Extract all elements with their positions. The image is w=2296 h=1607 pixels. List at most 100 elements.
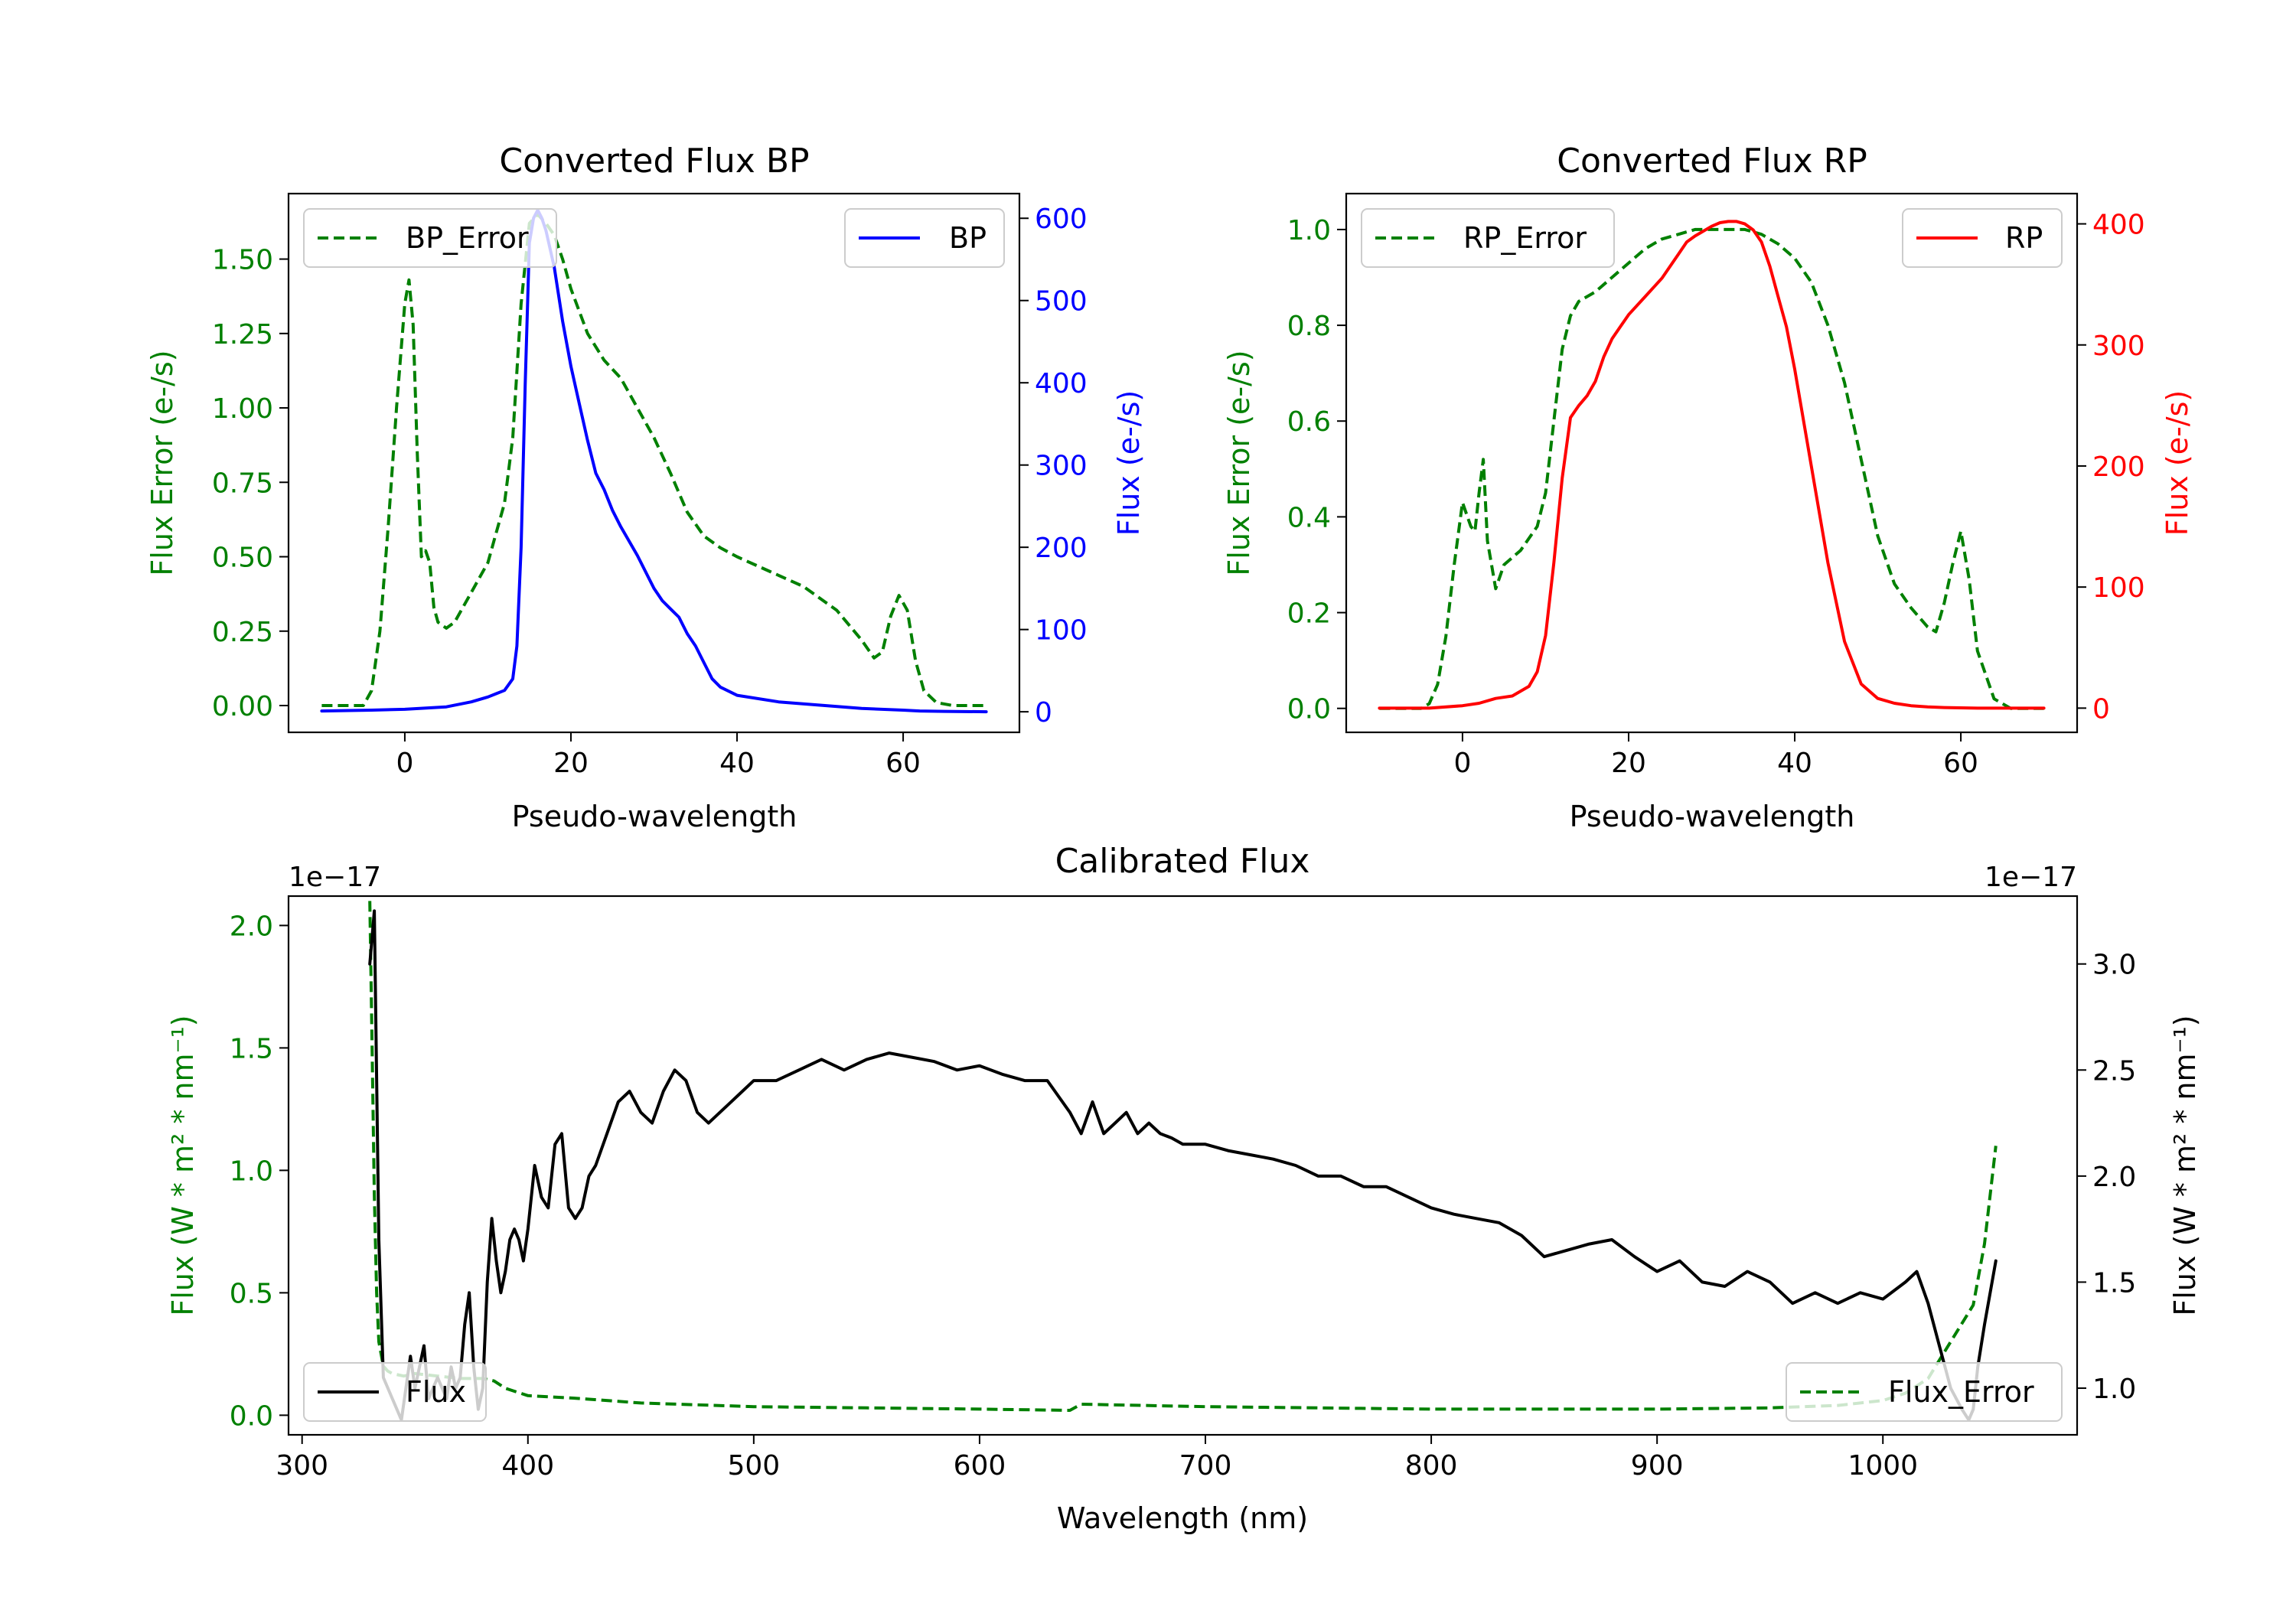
x-tick-label: 600 xyxy=(954,1450,1006,1482)
x-axis-label: Pseudo-wavelength xyxy=(512,800,797,833)
x-tick-label: 20 xyxy=(553,748,589,779)
legend-right-box xyxy=(844,208,1005,268)
left-tick-label: 1.0 xyxy=(1287,215,1331,246)
right-tick-label: 1.5 xyxy=(2092,1267,2136,1299)
legend-right-box xyxy=(1786,1362,2063,1422)
chart-bp: Converted Flux BP 0 20 40 60 0.000.250.500.… xyxy=(145,142,1146,833)
right-tick-label: 3.0 xyxy=(2092,950,2136,981)
right-tick-label: 300 xyxy=(2092,331,2145,362)
series-layer xyxy=(1378,220,2046,710)
left-tick-label: 1.00 xyxy=(212,393,273,425)
left-tick-label: 0.6 xyxy=(1287,406,1331,438)
right-tick-label: 2.5 xyxy=(2092,1055,2136,1087)
right-tick-label: 2.0 xyxy=(2092,1162,2136,1193)
legend-left: BP_Error xyxy=(303,208,557,268)
right-tick-label: 300 xyxy=(1035,451,1088,482)
x-tick-label: 0 xyxy=(396,748,413,779)
left-tick-label: 1.25 xyxy=(212,319,273,350)
x-tick-label: 60 xyxy=(885,748,921,779)
legend-right-label: RP xyxy=(2005,221,2043,255)
x-axis-label: Wavelength (nm) xyxy=(1057,1501,1308,1535)
series-line-bp xyxy=(320,208,988,714)
chart-rp: Converted Flux RP 0 20 40 60 0.00.20.40.60.… xyxy=(1222,142,2194,833)
x-tick-label: 900 xyxy=(1631,1450,1684,1482)
x-tick-label: 300 xyxy=(276,1450,328,1482)
plot-frame xyxy=(287,895,2079,1436)
legend-right: Flux_Error xyxy=(1786,1362,2063,1422)
left-tick-label: 1.5 xyxy=(230,1033,273,1064)
x-tick-label: 400 xyxy=(501,1450,554,1482)
left-tick-label: 0.00 xyxy=(212,691,273,722)
right-tick-label: 500 xyxy=(1035,286,1088,318)
left-axis-label: Flux (W * m² * nm⁻¹) xyxy=(166,1015,200,1315)
left-axis-label: Flux Error (e-/s) xyxy=(1222,350,1256,575)
legend-left-label: RP_Error xyxy=(1463,221,1587,255)
legend-left: Flux xyxy=(303,1362,487,1422)
legend-right-label: Flux_Error xyxy=(1888,1375,2034,1409)
right-y-ticks: 1.0 1.5 2.0 2.5 3.0 xyxy=(2077,950,2136,1405)
series-line-bp-error xyxy=(321,213,987,707)
left-tick-label: 0.75 xyxy=(212,468,273,499)
right-tick-label: 100 xyxy=(2092,572,2145,604)
left-tick-label: 0.5 xyxy=(230,1278,273,1309)
legend-right-box xyxy=(1902,208,2063,268)
right-tick-label: 600 xyxy=(1035,204,1088,235)
plot-frame xyxy=(1345,192,2079,734)
left-tick-label: 2.0 xyxy=(230,911,273,942)
left-tick-label: 0.25 xyxy=(212,617,273,648)
right-y-ticks: 0 100 200 300 400 xyxy=(2077,210,2145,725)
left-y-ticks: 0.0 0.2 0.4 0.6 0.8 1.0 xyxy=(1287,215,1346,725)
right-axis-label: Flux (W * m² * nm⁻¹) xyxy=(2168,1015,2202,1315)
series-line-rp xyxy=(1378,220,2046,710)
left-tick-label: 0.0 xyxy=(1287,694,1331,725)
left-axis-label: Flux Error (e-/s) xyxy=(145,350,179,575)
plot-frame xyxy=(287,192,1021,734)
x-ticks: 300 400 500 600 700 800 900 1000 xyxy=(276,1435,1918,1482)
x-tick-label: 1000 xyxy=(1848,1450,1918,1482)
legend-left-label: Flux xyxy=(406,1375,466,1409)
legend-right: BP xyxy=(844,208,1005,268)
right-tick-label: 400 xyxy=(2092,210,2145,241)
right-y-ticks: 0 100 200 300 400 500 600 xyxy=(1019,204,1088,729)
x-ticks: 0 20 40 60 xyxy=(396,732,921,779)
legend-right-label: BP xyxy=(949,221,987,255)
x-axis-label: Pseudo-wavelength xyxy=(1570,800,1855,833)
x-tick-label: 40 xyxy=(719,748,755,779)
x-tick-label: 20 xyxy=(1611,748,1646,779)
chart-title: Converted Flux RP xyxy=(1557,142,1867,181)
x-tick-label: 800 xyxy=(1405,1450,1458,1482)
chart-title: Converted Flux BP xyxy=(499,142,809,181)
x-tick-label: 60 xyxy=(1943,748,1978,779)
right-tick-label: 400 xyxy=(1035,368,1088,399)
right-offset-text: 1e−17 xyxy=(1985,862,2077,893)
right-axis-label: Flux (e-/s) xyxy=(1112,390,1146,536)
left-offset-text: 1e−17 xyxy=(289,862,381,893)
x-tick-label: 0 xyxy=(1453,748,1471,779)
left-y-ticks: 0.00 0.25 0.50 0.75 1.00 1.25 1.50 xyxy=(212,245,289,722)
right-tick-label: 100 xyxy=(1035,615,1088,647)
legend-left-label: BP_Error xyxy=(406,221,529,255)
legend-right: RP xyxy=(1902,208,2063,268)
x-ticks: 0 20 40 60 xyxy=(1453,732,1978,779)
right-tick-label: 0 xyxy=(1035,697,1052,729)
left-y-ticks: 0.0 0.5 1.0 1.5 2.0 xyxy=(230,911,289,1432)
legend-left-box xyxy=(303,208,557,268)
legend-left-box xyxy=(303,1362,487,1422)
left-tick-label: 0.4 xyxy=(1287,502,1331,533)
series-layer xyxy=(320,208,988,714)
legend-left: RP_Error xyxy=(1361,208,1615,268)
left-tick-label: 0.0 xyxy=(230,1400,273,1432)
left-tick-label: 0.8 xyxy=(1287,311,1331,342)
right-tick-label: 200 xyxy=(2092,451,2145,483)
left-tick-label: 0.2 xyxy=(1287,598,1331,630)
chart-calibrated: Calibrated Flux 1e−17 1e−17 300 400 500 600… xyxy=(166,842,2202,1535)
right-axis-label: Flux (e-/s) xyxy=(2161,390,2194,536)
x-tick-label: 40 xyxy=(1777,748,1812,779)
legend-left-box xyxy=(1361,208,1615,268)
chart-title: Calibrated Flux xyxy=(1055,842,1310,881)
right-tick-label: 200 xyxy=(1035,533,1088,564)
series-line-rp-error xyxy=(1379,227,2044,710)
x-tick-label: 500 xyxy=(727,1450,780,1482)
right-tick-label: 1.0 xyxy=(2092,1374,2136,1405)
